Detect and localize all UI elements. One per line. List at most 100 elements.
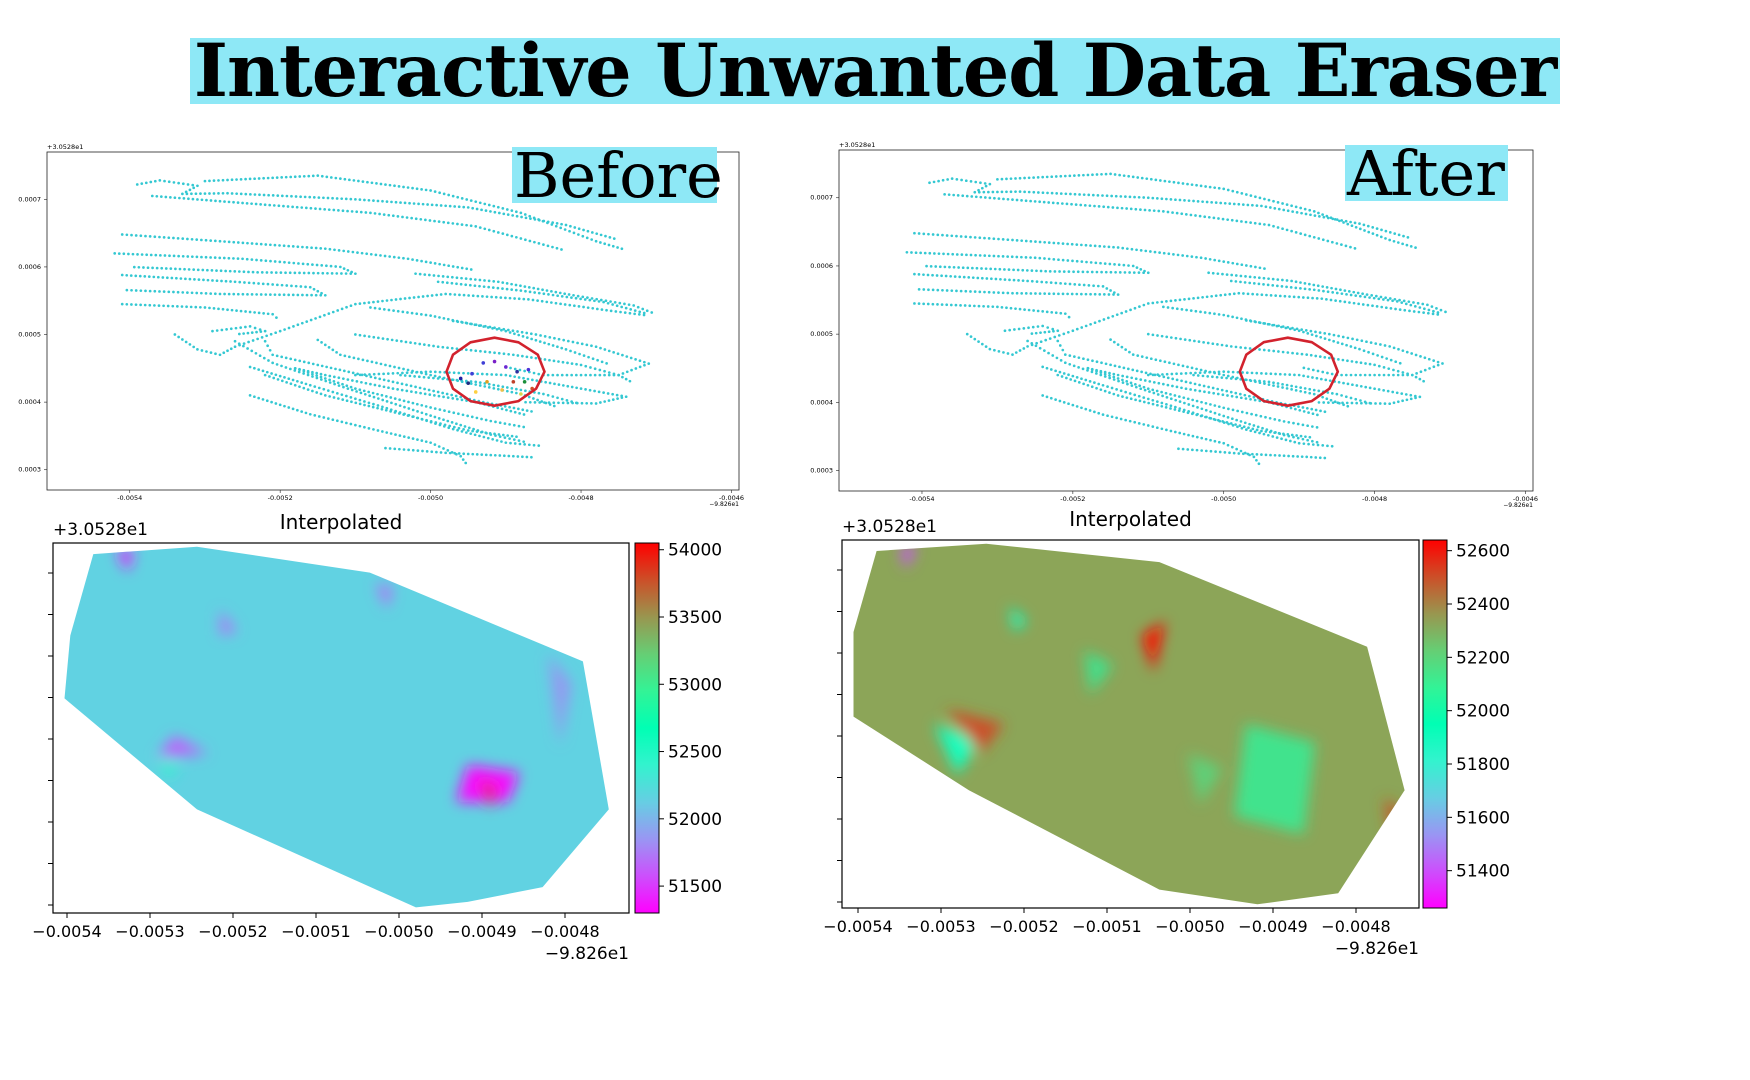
data-point: [1262, 321, 1266, 325]
data-point: [1049, 396, 1053, 400]
data-point: [561, 384, 565, 387]
data-point: [1432, 359, 1436, 362]
data-point: [1146, 373, 1150, 377]
colorbar-tick-label: 51400: [1456, 862, 1510, 882]
data-point: [203, 179, 207, 183]
data-point: [1235, 219, 1239, 223]
data-point: [1183, 338, 1187, 341]
data-point: [1156, 403, 1159, 407]
data-point: [1131, 368, 1135, 372]
data-point: [392, 309, 395, 312]
data-point: [1180, 212, 1184, 216]
data-point: [1315, 440, 1319, 444]
data-point: [1104, 172, 1108, 176]
data-point: [183, 267, 186, 271]
data-point: [961, 266, 965, 270]
data-point: [519, 284, 522, 288]
data-point: [1021, 279, 1025, 283]
data-point: [630, 368, 633, 372]
data-point: [1352, 290, 1356, 294]
data-point: [445, 392, 449, 396]
data-point: [329, 176, 333, 179]
data-point: [1222, 406, 1226, 410]
data-point: [1280, 437, 1283, 441]
data-point: [369, 252, 373, 256]
data-point: [263, 329, 267, 333]
data-point: [1223, 451, 1227, 454]
data-point: [1301, 296, 1305, 299]
data-point: [1205, 295, 1209, 299]
data-point: [1276, 284, 1279, 288]
data-point: [178, 267, 182, 271]
data-point: [511, 329, 515, 333]
data-point: [213, 256, 217, 259]
data-point: [1272, 224, 1275, 228]
data-point: [358, 388, 362, 392]
x-tick-label: −0.0051: [1072, 917, 1141, 936]
data-point: [1125, 247, 1129, 251]
x-tick-label: −0.0050: [364, 922, 433, 941]
data-point: [1108, 376, 1112, 380]
data-point: [1080, 326, 1084, 329]
data-point: [1152, 391, 1156, 395]
data-point: [229, 347, 233, 351]
data-point: [1075, 243, 1079, 246]
data-point: [1360, 401, 1363, 405]
field-anomaly: [548, 654, 572, 747]
data-point: [432, 389, 435, 393]
colorbar-tick-label: 53500: [668, 608, 722, 628]
data-point: [317, 386, 321, 390]
data-point: [334, 265, 338, 268]
data-point: [949, 303, 953, 307]
data-point: [433, 219, 436, 223]
data-point: [1293, 440, 1297, 444]
data-point: [959, 289, 963, 293]
data-point: [1204, 369, 1207, 373]
data-point: [1123, 271, 1127, 274]
y-tick-label: 0.0006: [810, 262, 833, 270]
data-point: [450, 393, 454, 397]
data-point: [456, 195, 460, 199]
data-point: [1055, 356, 1059, 360]
data-point: [221, 191, 225, 195]
data-point: [298, 368, 301, 372]
data-point: [462, 428, 465, 431]
data-point: [1326, 239, 1330, 243]
data-point: [322, 416, 326, 419]
data-point: [1277, 207, 1281, 211]
data-point: [590, 402, 593, 405]
data-point: [1217, 217, 1220, 220]
data-point: [1363, 400, 1367, 404]
data-point: [982, 304, 985, 308]
survey-points: [905, 172, 1447, 466]
data-point: [1403, 308, 1407, 312]
data-point: [293, 366, 297, 370]
data-point: [1257, 276, 1261, 280]
data-point: [1329, 298, 1333, 302]
data-point: [1061, 202, 1064, 205]
data-point: [159, 253, 162, 257]
data-point: [1402, 234, 1405, 238]
data-point: [604, 299, 608, 303]
data-point: [498, 435, 502, 438]
data-point: [412, 296, 416, 299]
data-point: [385, 431, 389, 434]
data-point: [1386, 389, 1390, 393]
data-point: [1282, 420, 1286, 423]
data-point: [453, 205, 457, 208]
data-point: [1194, 214, 1197, 217]
data-point: [1162, 305, 1165, 309]
data-point: [505, 386, 509, 389]
data-point: [1379, 235, 1383, 239]
data-point: [515, 214, 519, 218]
data-point: [1406, 372, 1409, 376]
data-point: [1241, 203, 1245, 206]
data-point: [217, 192, 220, 195]
data-point: [309, 206, 313, 210]
data-point: [195, 291, 199, 295]
data-point: [424, 440, 428, 444]
data-point: [254, 202, 258, 206]
data-point: [358, 198, 362, 201]
data-point: [1140, 176, 1144, 180]
data-point: [590, 231, 594, 234]
